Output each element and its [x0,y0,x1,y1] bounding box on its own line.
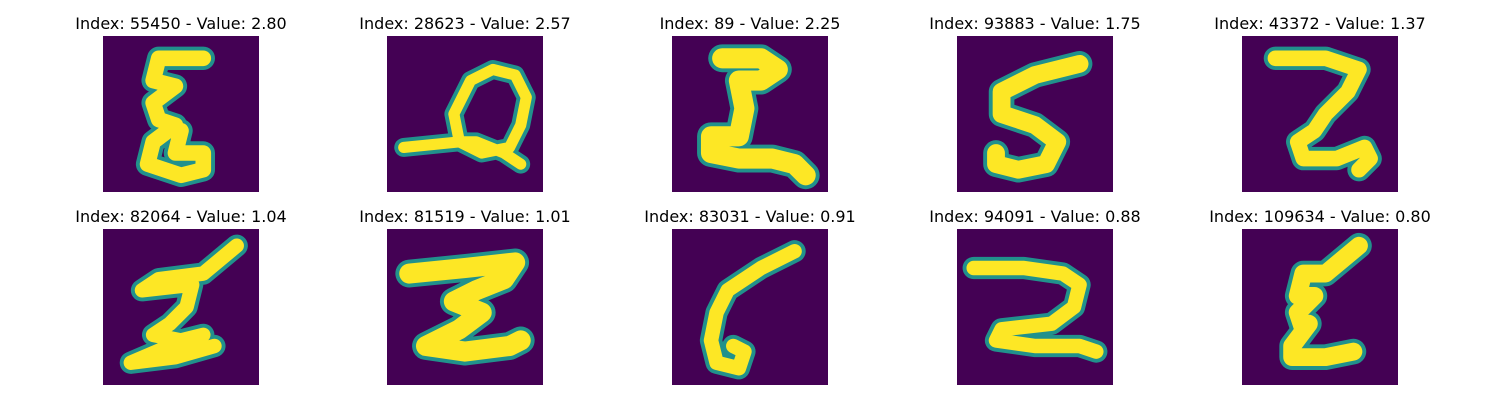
digit-image [1242,229,1398,385]
panel-title: Index: 55450 - Value: 2.80 [75,14,287,33]
digit-panel-10: Index: 109634 - Value: 0.80 [1190,207,1450,387]
panel-title: Index: 109634 - Value: 0.80 [1209,207,1431,226]
digit-panel-7: Index: 81519 - Value: 1.01 [335,207,595,387]
digit-panel-3: Index: 89 - Value: 2.25 [620,14,880,194]
panel-title: Index: 89 - Value: 2.25 [659,14,841,33]
panel-title: Index: 81519 - Value: 1.01 [359,207,571,226]
digit-image [387,229,543,385]
digit-image [103,36,259,192]
digit-image [957,229,1113,385]
digit-image [387,36,543,192]
panel-title: Index: 43372 - Value: 1.37 [1214,14,1426,33]
panel-title: Index: 82064 - Value: 1.04 [75,207,287,226]
digit-image [957,36,1113,192]
digit-image [672,229,828,385]
digit-panel-4: Index: 93883 - Value: 1.75 [905,14,1165,194]
digit-panel-5: Index: 43372 - Value: 1.37 [1190,14,1450,194]
digit-panel-6: Index: 82064 - Value: 1.04 [51,207,311,387]
digit-image [103,229,259,385]
panel-title: Index: 28623 - Value: 2.57 [359,14,571,33]
panel-title: Index: 94091 - Value: 0.88 [929,207,1141,226]
digit-image [672,36,828,192]
panel-title: Index: 83031 - Value: 0.91 [644,207,856,226]
digit-panel-9: Index: 94091 - Value: 0.88 [905,207,1165,387]
digit-image [1242,36,1398,192]
digit-panel-8: Index: 83031 - Value: 0.91 [620,207,880,387]
digit-panel-2: Index: 28623 - Value: 2.57 [335,14,595,194]
panel-title: Index: 93883 - Value: 1.75 [929,14,1141,33]
digit-panel-1: Index: 55450 - Value: 2.80 [51,14,311,194]
